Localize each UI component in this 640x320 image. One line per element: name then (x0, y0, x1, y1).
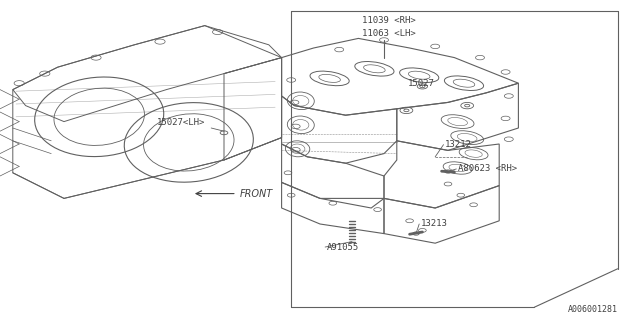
Text: 11063 <LH>: 11063 <LH> (362, 29, 415, 38)
Text: A91055: A91055 (326, 243, 358, 252)
Text: 15027: 15027 (408, 79, 435, 88)
Text: 13212: 13212 (445, 140, 472, 149)
Text: A006001281: A006001281 (568, 305, 618, 314)
Text: 11039 <RH>: 11039 <RH> (362, 16, 415, 25)
Text: 15027<LH>: 15027<LH> (157, 118, 205, 127)
Text: A80623 <RH>: A80623 <RH> (458, 164, 516, 173)
Text: 13213: 13213 (420, 220, 447, 228)
Text: FRONT: FRONT (240, 188, 273, 199)
